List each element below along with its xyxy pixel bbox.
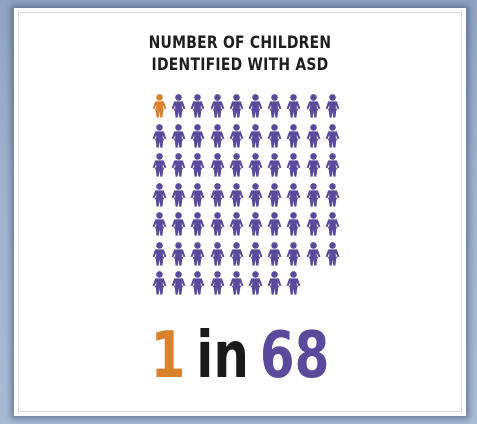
ratio-numerator: 1 [150, 319, 186, 393]
highlighted-child-icon [150, 94, 169, 120]
child-icon [227, 182, 246, 209]
child-icon [188, 123, 207, 150]
child-icon [208, 241, 227, 268]
infographic-frame: NUMBER OF CHILDREN IDENTIFIED WITH ASD 1… [14, 8, 466, 416]
child-icon [188, 94, 207, 120]
child-icon [304, 153, 323, 179]
ratio-denominator: 68 [259, 319, 330, 393]
child-icon [246, 123, 265, 150]
child-icon [227, 212, 246, 238]
child-icon [246, 153, 265, 179]
child-icon [188, 271, 207, 297]
child-icon [284, 271, 303, 297]
icon-row [150, 153, 342, 183]
child-icon [227, 153, 246, 179]
child-icon [323, 212, 342, 238]
child-icon [169, 212, 188, 238]
frame-border [18, 12, 462, 412]
child-icon [323, 153, 342, 179]
child-icon [246, 182, 265, 209]
child-icon [169, 271, 188, 297]
icon-row [150, 94, 342, 124]
child-icon [227, 271, 246, 297]
child-icon [169, 241, 188, 268]
child-icon [169, 94, 188, 120]
child-icon [265, 212, 284, 238]
child-icon [169, 153, 188, 179]
child-icon [246, 212, 265, 238]
child-icon [208, 153, 227, 179]
child-icon [323, 94, 342, 120]
child-icon [246, 271, 265, 297]
child-icon [208, 94, 227, 120]
child-icon [169, 182, 188, 209]
child-icon [265, 182, 284, 209]
child-icon [150, 182, 169, 209]
child-icon [304, 241, 323, 268]
children-icon-grid [150, 94, 342, 301]
child-icon [188, 182, 207, 209]
icon-row [150, 123, 342, 154]
child-icon [304, 212, 323, 238]
child-icon [304, 123, 323, 150]
child-icon [150, 153, 169, 179]
child-icon [188, 241, 207, 268]
child-icon [323, 123, 342, 150]
child-icon [323, 241, 342, 268]
child-icon [284, 123, 303, 150]
title-line-2: IDENTIFIED WITH ASD [151, 55, 329, 75]
icon-row [150, 182, 342, 213]
child-icon [265, 271, 284, 297]
child-icon [150, 241, 169, 268]
ratio-statistic: 1 in 68 [64, 316, 417, 396]
child-icon [227, 94, 246, 120]
icon-row [150, 241, 342, 272]
child-icon [150, 271, 169, 297]
child-icon [246, 241, 265, 268]
icon-row [150, 212, 342, 242]
title-line-1: NUMBER OF CHILDREN [148, 33, 332, 53]
child-icon [188, 212, 207, 238]
child-icon [265, 123, 284, 150]
child-icon [208, 271, 227, 297]
child-icon [265, 241, 284, 268]
child-icon [284, 182, 303, 209]
child-icon [227, 241, 246, 268]
child-icon [284, 94, 303, 120]
child-icon [208, 212, 227, 238]
child-icon [227, 123, 246, 150]
child-icon [284, 212, 303, 238]
child-icon [265, 153, 284, 179]
child-icon [284, 241, 303, 268]
child-icon [150, 212, 169, 238]
child-icon [150, 123, 169, 150]
child-icon [208, 123, 227, 150]
child-icon [246, 94, 265, 120]
child-icon [169, 123, 188, 150]
child-icon [265, 94, 284, 120]
child-icon [323, 182, 342, 209]
ratio-word: in [196, 319, 249, 393]
child-icon [304, 182, 323, 209]
icon-row [150, 271, 342, 301]
child-icon [284, 153, 303, 179]
child-icon [188, 153, 207, 179]
child-icon [304, 94, 323, 120]
child-icon [208, 182, 227, 209]
